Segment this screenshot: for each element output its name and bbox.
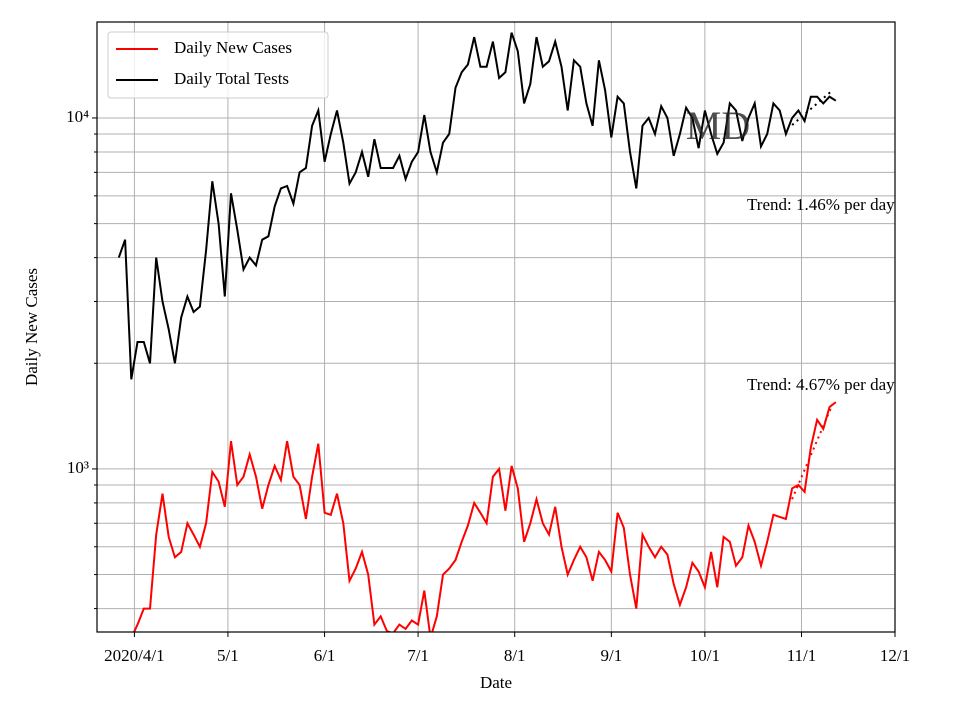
legend-box (107, 31, 329, 99)
annotation: MD (686, 103, 750, 148)
annotation: Trend: 4.67% per day (747, 375, 895, 394)
x-tick-label: 10/1 (690, 646, 720, 665)
legend-label: Daily New Cases (174, 38, 292, 57)
ticks: 2020/4/1 5/1 6/1 7/1 8/1 9/1 10/1 11/1 12/1 10³ 10… (66, 107, 910, 665)
x-tick-label: 6/1 (314, 646, 336, 665)
series-line (117, 32, 837, 380)
y-tick-label: 10⁴ (66, 107, 89, 126)
x-tick-label: 8/1 (504, 646, 526, 665)
series-line (132, 401, 837, 632)
plot-lines (117, 32, 837, 632)
y-axis-label: Daily New Cases (22, 268, 41, 386)
x-axis-label: Date (480, 673, 512, 692)
legend: Daily New Cases Daily Total Tests (107, 31, 329, 99)
x-tick-label: 7/1 (407, 646, 429, 665)
grid (97, 22, 896, 632)
x-tick-label: 9/1 (600, 646, 622, 665)
legend-label: Daily Total Tests (174, 69, 289, 88)
axes-frame (96, 21, 896, 633)
y-tick-label: 10³ (67, 458, 89, 477)
x-tick-label: 5/1 (217, 646, 239, 665)
x-tick-label: 11/1 (787, 646, 817, 665)
x-tick-label: 2020/4/1 (104, 646, 164, 665)
x-tick-label: 12/1 (880, 646, 910, 665)
annotation: Trend: 1.46% per day (747, 195, 895, 214)
